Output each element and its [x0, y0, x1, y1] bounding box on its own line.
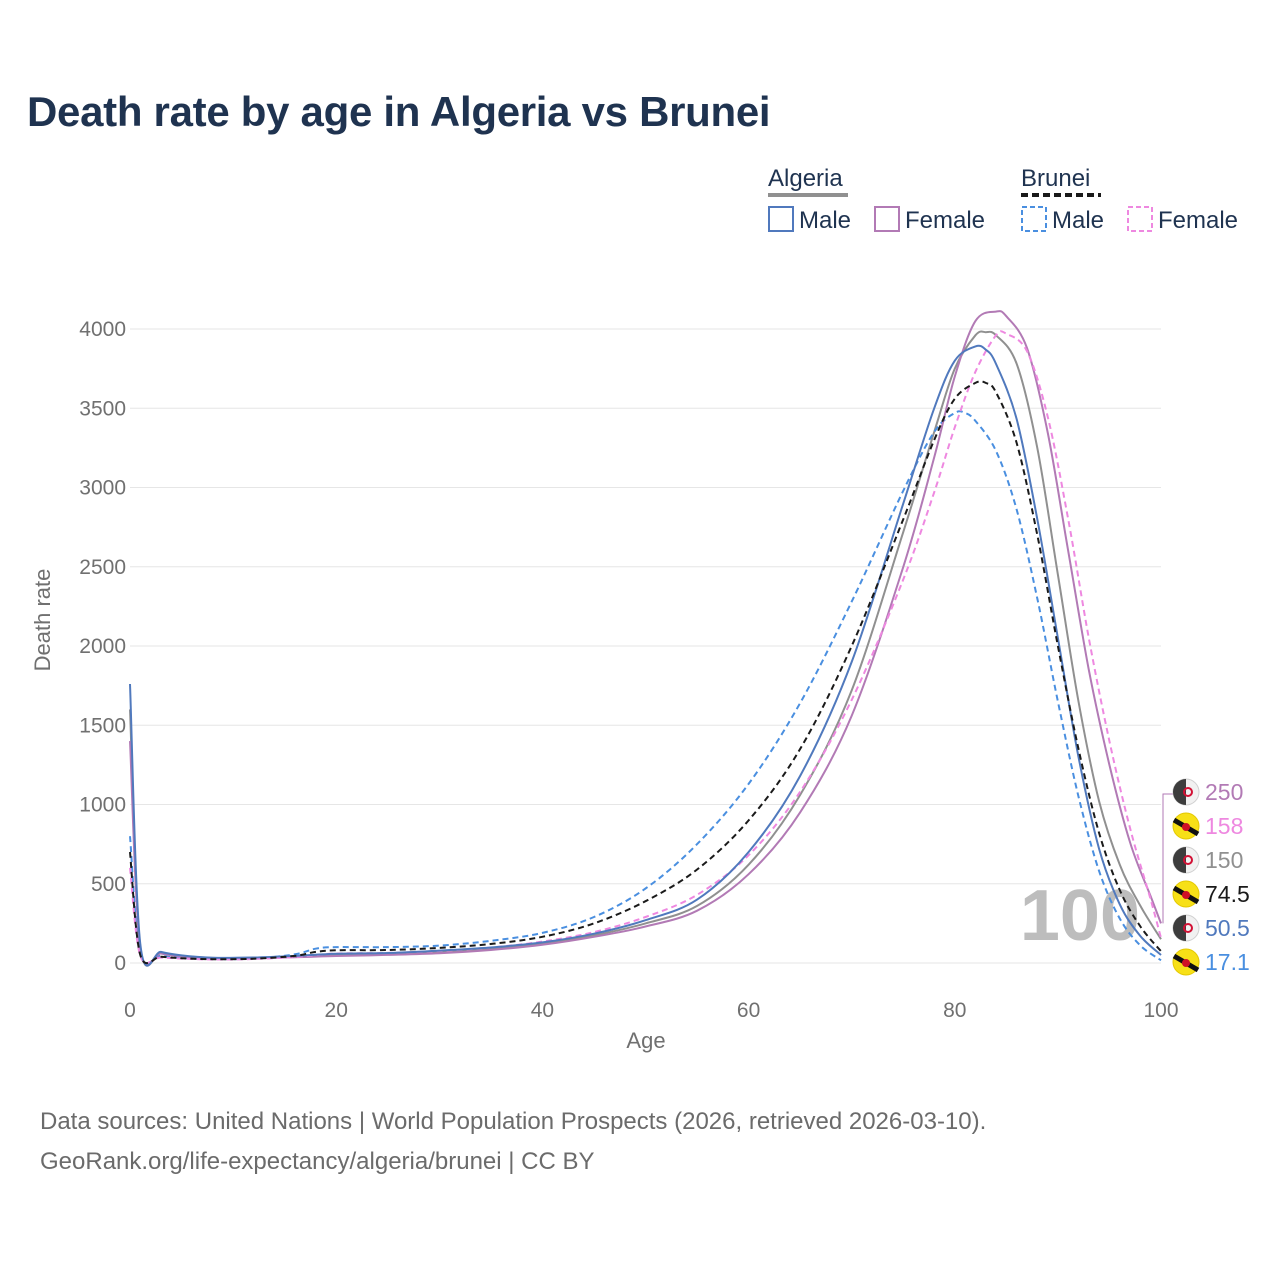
x-tick-label: 20 [325, 999, 348, 1022]
legend-label-algeria-female[interactable]: Female [905, 207, 985, 234]
y-tick-label: 2500 [79, 556, 126, 579]
end-value-brunei-total: 74.5 [1205, 881, 1250, 907]
algeria-flag-half [1173, 847, 1186, 873]
algeria-flag-half [1173, 915, 1186, 941]
brunei-emblem [1182, 823, 1190, 831]
x-tick-label: 80 [943, 999, 966, 1022]
x-tick-label: 0 [124, 999, 136, 1022]
y-tick-label: 4000 [79, 318, 126, 341]
end-value-brunei-male: 17.1 [1205, 949, 1250, 975]
y-tick-label: 1000 [79, 794, 126, 817]
legend-group-algeria: Algeria [768, 165, 843, 192]
footer-link[interactable]: GeoRank.org/life-expectancy/algeria/brun… [40, 1148, 595, 1175]
end-label-algeria-total: 150 [1172, 846, 1243, 874]
legend-label-brunei-female[interactable]: Female [1158, 207, 1238, 234]
end-value-algeria-female: 250 [1205, 779, 1243, 805]
end-value-algeria-male: 50.5 [1205, 915, 1250, 941]
end-value-algeria-total: 150 [1205, 847, 1243, 873]
algeria-flag-half [1173, 779, 1186, 805]
y-tick-label: 3000 [79, 477, 126, 500]
x-tick-label: 100 [1143, 999, 1178, 1022]
end-label-brunei-male: 17.1 [1172, 948, 1250, 976]
y-tick-label: 3500 [79, 397, 126, 420]
end-label-algeria-male: 50.5 [1172, 914, 1250, 942]
end-label-brunei-female: 158 [1172, 812, 1243, 840]
legend-label-algeria-male[interactable]: Male [799, 207, 851, 234]
y-tick-label: 500 [91, 873, 126, 896]
series-line-algeria-female[interactable] [129, 310, 1162, 966]
end-label-brunei-total: 74.5 [1172, 880, 1250, 908]
brunei-emblem [1182, 891, 1190, 899]
end-labels: 250 158 150 74.5 50.5 17.1 [1162, 778, 1250, 976]
chart-title: Death rate by age in Algeria vs Brunei [27, 88, 771, 135]
end-label-algeria-female: 250 [1172, 778, 1243, 806]
legend-swatch-brunei-female[interactable] [1127, 206, 1153, 232]
legend-swatch-algeria-female[interactable] [874, 206, 900, 232]
legend-swatch-algeria-male[interactable] [768, 206, 794, 232]
algeria-crescent [1183, 787, 1193, 797]
y-tick-label: 0 [114, 952, 126, 975]
footer-source: Data sources: United Nations | World Pop… [40, 1108, 987, 1135]
series-layer [129, 310, 1162, 967]
current-age-watermark: 100 [1020, 876, 1140, 956]
series-line-brunei-male[interactable] [129, 410, 1162, 965]
grid-layer [130, 328, 1161, 964]
x-tick-label: 40 [531, 999, 554, 1022]
series-line-algeria-total[interactable] [129, 330, 1162, 967]
series-line-brunei-total[interactable] [129, 380, 1162, 965]
series-line-brunei-female[interactable] [129, 330, 1162, 964]
x-axis-title: Age [626, 1028, 665, 1053]
x-tick-label: 60 [737, 999, 760, 1022]
legend-label-brunei-male[interactable]: Male [1052, 207, 1104, 234]
y-axis-title: Death rate [30, 569, 55, 672]
label-leader-line [1162, 793, 1173, 924]
axis-layer: 0 500 1000 1500 2000 2500 3000 3500 4000 0 20 40 60 8… [79, 318, 1178, 1022]
legend: Algeria Male Female Brunei Male Female [768, 165, 1238, 234]
algeria-crescent [1183, 923, 1193, 933]
legend-swatch-brunei-male[interactable] [1021, 206, 1047, 232]
series-line-algeria-male[interactable] [129, 344, 1162, 967]
y-tick-label: 2000 [79, 635, 126, 658]
end-value-brunei-female: 158 [1205, 813, 1243, 839]
y-tick-label: 1500 [79, 714, 126, 737]
brunei-emblem [1182, 959, 1190, 967]
algeria-crescent [1183, 855, 1193, 865]
legend-group-brunei: Brunei [1021, 165, 1090, 192]
